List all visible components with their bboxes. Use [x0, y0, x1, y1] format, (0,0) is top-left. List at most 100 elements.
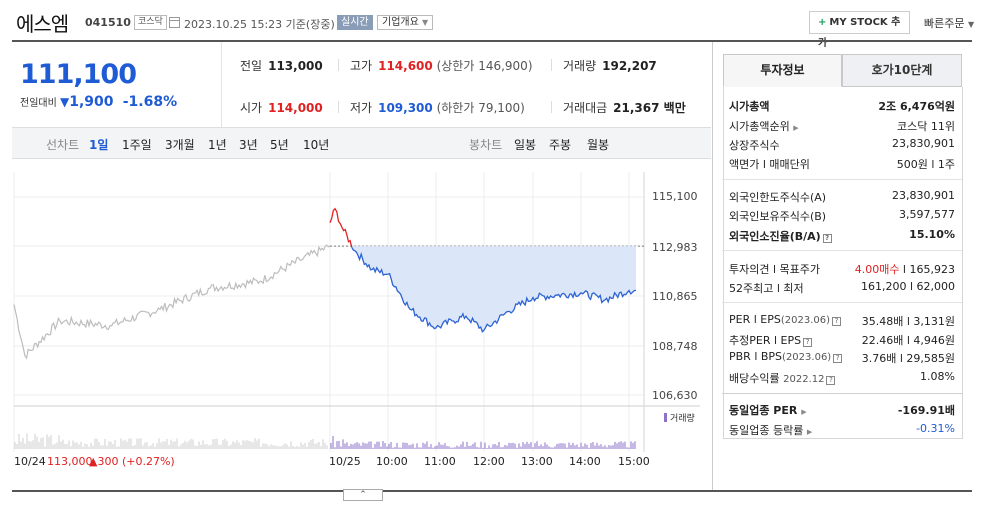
- tab-5year[interactable]: 5년: [270, 138, 289, 152]
- x-tick-label: 14:00: [569, 455, 601, 468]
- divider: [722, 302, 962, 303]
- upper-limit: (상한가 146,900): [436, 59, 533, 73]
- quick-order-label: 빠른주문: [924, 17, 965, 30]
- foreign-hold-row: 외국인보유주식수(B) 3,597,577: [729, 208, 955, 224]
- market-cap-value: 2조 6,476억원: [878, 100, 955, 113]
- price-chart[interactable]: [0, 0, 712, 490]
- chevron-right-icon: ▶: [806, 428, 813, 436]
- tab-3month[interactable]: 3개월: [165, 138, 195, 152]
- volume-legend-label: 거래량: [670, 414, 695, 424]
- low-value: 109,300: [378, 101, 433, 115]
- sector-change-row[interactable]: 동일업종 등락률 ▶ -0.31%: [729, 422, 955, 438]
- tab-1day[interactable]: 1일: [89, 138, 109, 152]
- quote-datetime: 2023.10.25 15:23 기준(장중): [184, 18, 335, 31]
- y-tick-label: 115,100: [652, 190, 698, 203]
- invest-info-box: [723, 87, 963, 439]
- add-my-stock-button[interactable]: + MY STOCK 추가: [809, 11, 910, 49]
- divider: [722, 393, 962, 394]
- y-tick-label: 112,983: [652, 241, 698, 254]
- dividend-period: 2022.12: [783, 374, 825, 385]
- x-tick-label: 10/25: [329, 455, 361, 468]
- target-price-value: 165,923: [909, 263, 956, 276]
- tab-monthly-candle[interactable]: 월봉: [587, 138, 610, 152]
- par-label: 액면가 l 매매단위: [729, 158, 810, 171]
- realtime-button[interactable]: 실시간: [337, 15, 373, 30]
- y-tick-label: 106,630: [652, 389, 698, 402]
- prev-day-price-line: [13, 244, 331, 360]
- divider: [12, 127, 711, 128]
- sector-change-label: 동일업종 등락률: [729, 424, 804, 437]
- prev-close-value: 113,000: [268, 59, 323, 73]
- help-icon[interactable]: ?: [822, 234, 832, 243]
- header-divider: [12, 40, 972, 42]
- x-tick-label: 15:00: [618, 455, 650, 468]
- per-value: 35.48배 l 3,131원: [861, 315, 955, 328]
- par-value: 500원 l 1주: [896, 158, 955, 171]
- x-tick-label: 11:00: [424, 455, 456, 468]
- sector-per-label: 동일업종 PER: [729, 404, 798, 417]
- volume-legend: 거래량: [664, 411, 695, 424]
- high-value: 114,600: [378, 59, 433, 73]
- prev-day-close: 113,000: [47, 455, 93, 468]
- collapse-chart-button[interactable]: ⌃: [343, 489, 383, 501]
- volume-label: 거래량: [563, 59, 597, 73]
- divider: [551, 101, 552, 113]
- foreign-ratio-label: 외국인소진율(B/A): [729, 230, 821, 243]
- est-per-label: 추정PER l EPS: [729, 334, 802, 347]
- tab-daily-candle[interactable]: 일봉: [514, 138, 537, 152]
- x-tick-label: 12:00: [473, 455, 505, 468]
- par-row: 액면가 l 매매단위 500원 l 1주: [729, 156, 955, 172]
- open-cell: 시가 114,000: [240, 99, 323, 116]
- chevron-right-icon: ▶: [793, 124, 799, 132]
- foreign-limit-value: 23,830,901: [892, 189, 955, 202]
- pbr-row: PBR l BPS(2023.06)? 3.76배 l 29,585원: [729, 350, 955, 366]
- w52-value: 161,200 l 62,000: [860, 280, 955, 293]
- help-icon[interactable]: ?: [832, 317, 841, 326]
- foreign-ratio-row: 외국인소진율(B/A)? 15.10%: [729, 228, 955, 244]
- chevron-down-icon: ▼: [422, 18, 429, 27]
- volume-legend-swatch: [664, 413, 667, 422]
- pbr-value: 3.76배 l 29,585원: [861, 352, 955, 365]
- market-cap-label: 시가총액: [729, 100, 770, 113]
- prev-day-change: ▲300 (+0.27%): [89, 455, 175, 468]
- tab-1week[interactable]: 1주일: [122, 138, 152, 152]
- low-label: 저가: [350, 101, 373, 115]
- shares-row: 상장주식수 23,830,901: [729, 137, 955, 153]
- per-period: (2023.06): [780, 315, 830, 326]
- company-info-label: 기업개요: [382, 17, 419, 28]
- dividend-value: 1.08%: [920, 370, 955, 383]
- change-amount: 1,900: [69, 94, 114, 110]
- help-icon[interactable]: ?: [833, 354, 843, 363]
- rank-row[interactable]: 시가총액순위 ▶ 코스닥 11위: [729, 118, 955, 134]
- divider: [722, 250, 962, 251]
- tab-orderbook-10[interactable]: 호가10단계: [842, 54, 962, 87]
- rank-label: 시가총액순위: [729, 120, 790, 133]
- per-label: PER l EPS: [729, 313, 781, 326]
- help-icon[interactable]: ?: [803, 338, 813, 347]
- chevron-up-icon: ⌃: [359, 490, 367, 500]
- price-change: 전일대비 ▼1,900 -1.68%: [20, 94, 177, 110]
- tab-1year[interactable]: 1년: [208, 138, 227, 152]
- tab-3year[interactable]: 3년: [239, 138, 258, 152]
- x-tick-label: 10/24: [14, 455, 46, 468]
- quick-order-button[interactable]: 빠른주문 ▼: [924, 15, 974, 31]
- market-cap-row: 시가총액 2조 6,476억원: [729, 98, 955, 114]
- tab-invest-info[interactable]: 투자정보: [723, 54, 842, 87]
- divider: [338, 59, 339, 71]
- company-info-dropdown[interactable]: 기업개요 ▼: [377, 15, 434, 30]
- foreign-limit-label: 외국인한도주식수(A): [729, 191, 827, 204]
- high-label: 고가: [350, 59, 373, 73]
- foreign-hold-value: 3,597,577: [899, 208, 955, 221]
- sector-per-value: -169.91배: [897, 404, 955, 417]
- tab-weekly-candle[interactable]: 주봉: [549, 138, 572, 152]
- w52-row: 52주최고 l 최저 161,200 l 62,000: [729, 280, 955, 296]
- opinion-value: 4.00매수: [854, 263, 900, 276]
- tab-10year[interactable]: 10년: [303, 138, 330, 152]
- open-label: 시가: [240, 101, 263, 115]
- amount-cell: 거래대금 21,367 백만: [563, 99, 686, 116]
- sector-per-row[interactable]: 동일업종 PER ▶ -169.91배: [729, 402, 955, 418]
- help-icon[interactable]: ?: [826, 376, 836, 385]
- price-line-down: [351, 247, 636, 333]
- chart-bottom-divider: [12, 490, 972, 492]
- below-close-area: [351, 246, 636, 332]
